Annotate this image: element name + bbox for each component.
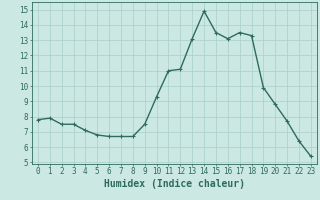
X-axis label: Humidex (Indice chaleur): Humidex (Indice chaleur) [104, 179, 245, 189]
